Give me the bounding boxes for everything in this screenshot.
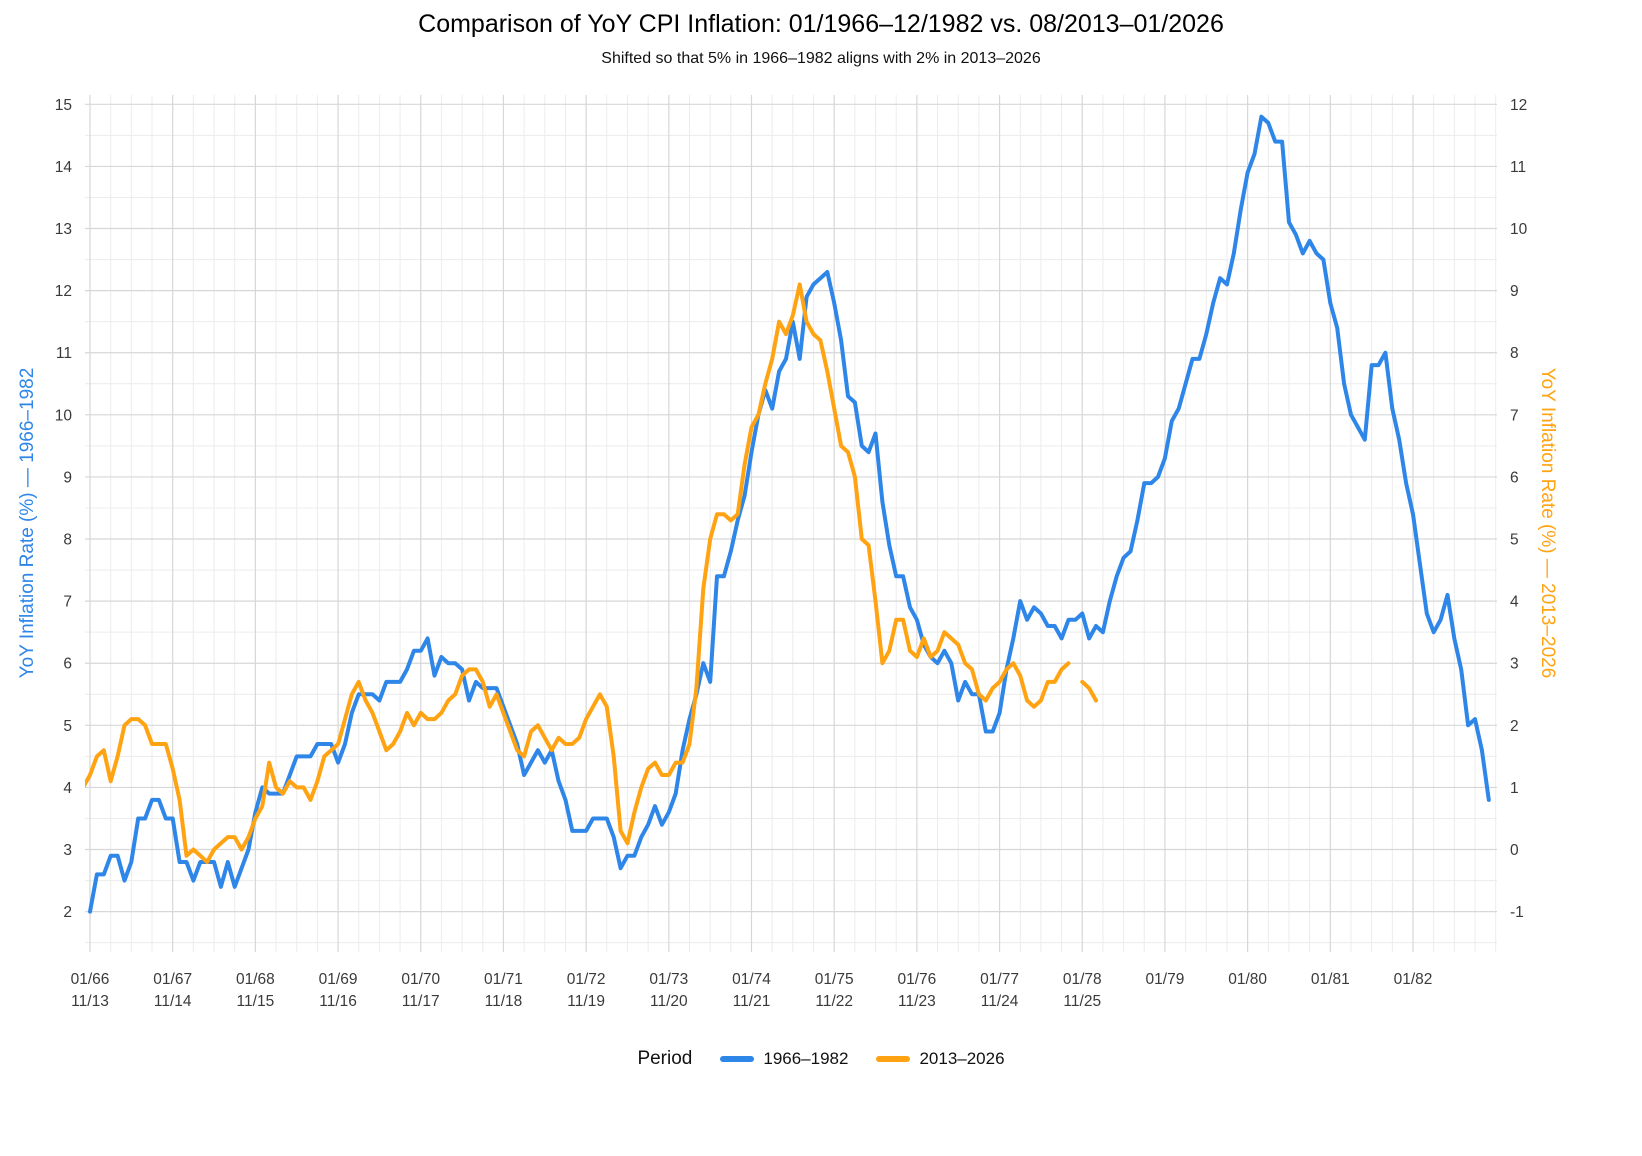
y-tick-label-right: 2 — [1510, 718, 1519, 735]
y-tick-label-left: 6 — [63, 656, 72, 673]
x-tick-label-top: 01/82 — [1394, 971, 1433, 988]
legend-item-label: 2013–2026 — [919, 1049, 1005, 1068]
series-lines — [85, 114, 1491, 914]
y-tick-label-right: 5 — [1510, 532, 1519, 549]
x-tick-label-top: 01/75 — [815, 971, 854, 988]
y-tick-label-left: 9 — [63, 469, 72, 486]
x-tick-label-top: 01/74 — [732, 971, 771, 988]
x-tick-label-bottom: 11/15 — [237, 993, 275, 1010]
x-tick-label-top: 01/81 — [1311, 971, 1350, 988]
x-tick-label-bottom: 11/14 — [154, 993, 192, 1010]
y-tick-label-left: 13 — [55, 221, 72, 238]
x-tick-label-bottom: 11/19 — [567, 993, 605, 1010]
y-tick-label-right: 11 — [1510, 159, 1526, 176]
x-tick-label-top: 01/76 — [897, 971, 936, 988]
legend-item-label: 1966–1982 — [763, 1049, 849, 1068]
chart-subtitle: Shifted so that 5% in 1966–1982 aligns w… — [601, 50, 1041, 67]
y-tick-label-right: 4 — [1510, 594, 1519, 611]
x-tick-label-bottom: 11/18 — [485, 993, 523, 1010]
y-tick-label-right: 9 — [1510, 283, 1519, 300]
x-tick-label-bottom: 11/17 — [402, 993, 440, 1010]
y-tick-label-left: 2 — [63, 904, 72, 921]
y-tick-label-right: 1 — [1510, 780, 1519, 797]
x-tick-label-top: 01/66 — [71, 971, 110, 988]
x-tick-label-top: 01/69 — [319, 971, 358, 988]
x-tick-label-bottom: 11/25 — [1063, 993, 1101, 1010]
y-tick-label-left: 12 — [55, 283, 72, 300]
y-tick-label-right: 7 — [1510, 407, 1519, 424]
x-tick-label-bottom: 11/21 — [733, 993, 771, 1010]
x-tick-label-top: 01/67 — [153, 971, 192, 988]
legend-item-1966-1982: 1966–1982 — [720, 1049, 848, 1069]
x-tick-label-bottom: 11/22 — [815, 993, 853, 1010]
y-tick-label-left: 10 — [55, 407, 73, 424]
legend-swatch — [720, 1056, 755, 1062]
x-tick-label-top: 01/70 — [401, 971, 440, 988]
x-tick-label-bottom: 11/23 — [898, 993, 936, 1010]
series-line-2013-2026 — [85, 282, 1098, 864]
y-tick-label-right: 3 — [1510, 656, 1519, 673]
legend-title: Period — [637, 1048, 693, 1069]
x-tick-label-bottom: 11/20 — [650, 993, 688, 1010]
left-axis-title: YoY Inflation Rate (%) — 1966–1982 — [17, 367, 38, 679]
grid-major — [85, 95, 1497, 952]
legend-swatch — [876, 1056, 911, 1062]
series-line-1966-1982 — [88, 114, 1491, 914]
x-tick-label-top: 01/72 — [567, 971, 606, 988]
legend: Period 1966–1982 2013–2026 — [0, 1048, 1642, 1070]
x-tick-label-top: 01/80 — [1228, 971, 1267, 988]
y-tick-label-right: 8 — [1510, 345, 1519, 362]
y-tick-label-left: 15 — [55, 97, 72, 114]
y-tick-label-right: 6 — [1510, 469, 1519, 486]
y-tick-label-left: 7 — [63, 594, 72, 611]
x-tick-label-top: 01/68 — [236, 971, 275, 988]
y-tick-label-right: 0 — [1510, 842, 1519, 859]
x-tick-label-bottom: 11/16 — [319, 993, 357, 1010]
y-tick-label-right: 12 — [1510, 97, 1527, 114]
y-tick-label-left: 5 — [63, 718, 72, 735]
x-tick-label-bottom: 11/24 — [981, 993, 1019, 1010]
x-tick-label-top: 01/79 — [1146, 971, 1185, 988]
x-tick-label-top: 01/73 — [649, 971, 688, 988]
chart-title: Comparison of YoY CPI Inflation: 01/1966… — [418, 10, 1224, 38]
grid-minor — [85, 95, 1497, 952]
y-tick-label-left: 14 — [55, 159, 73, 176]
axis-tick-labels: 23456789101112131415-1012345678910111201… — [55, 97, 1528, 1010]
right-axis-title: YoY Inflation Rate (%) — 2013–2026 — [1537, 367, 1558, 679]
x-tick-label-top: 01/71 — [484, 971, 523, 988]
x-tick-label-top: 01/77 — [980, 971, 1019, 988]
y-tick-label-left: 4 — [63, 780, 72, 797]
y-tick-label-right: 10 — [1510, 221, 1528, 238]
y-tick-label-left: 3 — [63, 842, 72, 859]
y-tick-label-left: 8 — [63, 532, 72, 549]
y-tick-label-right: -1 — [1510, 904, 1524, 921]
x-tick-label-bottom: 11/13 — [71, 993, 109, 1010]
legend-item-2013-2026: 2013–2026 — [876, 1049, 1005, 1069]
x-tick-label-top: 01/78 — [1063, 971, 1102, 988]
y-tick-label-left: 11 — [56, 345, 72, 362]
